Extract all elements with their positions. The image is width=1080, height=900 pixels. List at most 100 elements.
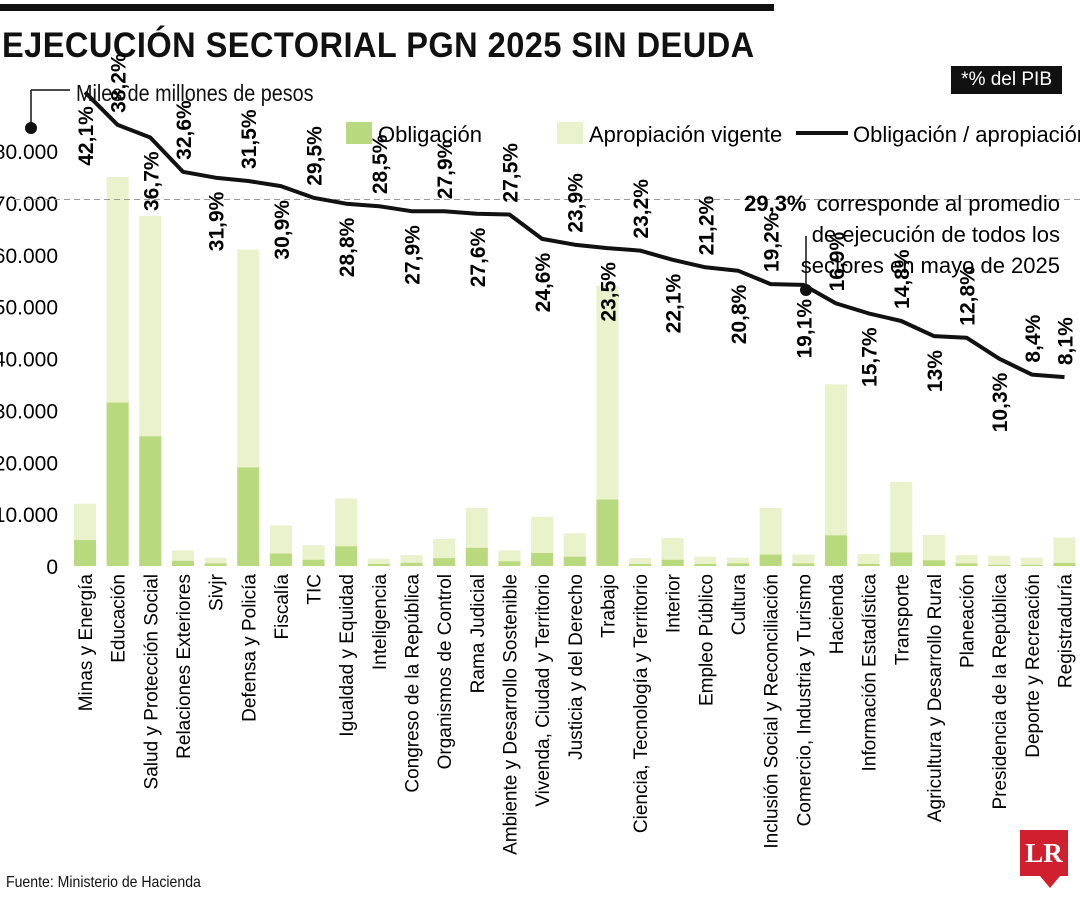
y-axis: 0 10.000 20.000 30.000 40.000 50.000 60.000 70.… [0, 141, 58, 579]
bar-apropiacion [629, 558, 652, 566]
bar-obligacion [759, 554, 782, 566]
x-category-label: Igualdad y Equidad [337, 574, 358, 737]
ratio-label: 13% [924, 350, 947, 392]
y-tick-label: 10.000 [0, 504, 58, 527]
ratio-label: 14,8% [891, 249, 914, 309]
lr-logo-text: LR [1025, 838, 1063, 868]
y-tick-label: 30.000 [0, 400, 58, 423]
x-category-label: Educación [109, 574, 130, 663]
ratio-label: 27,9% [434, 139, 457, 199]
ratio-label: 23,2% [630, 179, 653, 239]
x-category-label: Inclusión Social y Reconciliación [762, 574, 783, 849]
x-category-label: Sivjr [207, 573, 228, 611]
bar-obligacion [302, 559, 325, 566]
x-category-label: Presidencia de la República [990, 574, 1011, 810]
bar-apropiacion [955, 555, 978, 566]
ratio-label: 24,6% [532, 253, 555, 313]
bar-obligacion [824, 535, 847, 566]
ratio-label: 19,2% [761, 212, 784, 272]
x-category-label: Ambiente y Desarrollo Sostenible [500, 574, 521, 855]
lr-logo: LR [1020, 830, 1068, 888]
x-category-label: Defensa y Policía [239, 574, 260, 722]
bar-apropiacion [759, 507, 782, 566]
annotation-line3: sectores en mayo de 2025 [801, 253, 1060, 278]
bar-apropiacion [792, 554, 815, 566]
bar-obligacion [857, 563, 880, 566]
bar-obligacion [204, 563, 227, 566]
x-category-label: Registraduría [1056, 574, 1077, 688]
x-category-label: Planeación [958, 574, 979, 668]
x-category-label: Empleo Público [696, 574, 717, 706]
x-category-label: Relaciones Exteriores [174, 574, 195, 759]
x-category-label: Congreso de la República [403, 574, 424, 793]
x-category-label: Fiscalía [272, 574, 293, 640]
ratio-label: 23,9% [565, 173, 588, 233]
x-category-label: Cultura [729, 574, 750, 636]
x-axis-labels: Minas y Energía Educación Salud y Protecci… [76, 573, 1077, 855]
ratio-label: 16,9% [826, 232, 849, 292]
bar-apropiacion [661, 537, 684, 566]
top-rule [0, 4, 774, 11]
bar-apropiacion [890, 481, 913, 566]
x-category-label: Rama Judicial [468, 574, 489, 693]
bar-obligacion [955, 563, 978, 566]
x-category-label: Vivenda, Ciudad y Territorio [533, 574, 554, 807]
x-category-label: Ciencia, Tecnología y Territorio [631, 574, 652, 833]
ratio-label: 36,7% [140, 151, 163, 211]
x-category-label: Salud y Protección Social [141, 574, 162, 789]
bar-obligacion [367, 563, 390, 566]
x-category-label: TIC [305, 574, 326, 605]
x-category-label: Minas y Energía [76, 574, 97, 712]
ratio-label: 31,9% [206, 191, 229, 251]
pib-badge: *% del PIB [951, 66, 1062, 94]
ratio-label: 23,5% [597, 262, 620, 322]
bar-obligacion [1053, 562, 1076, 566]
ratio-label: 42,1% [75, 106, 98, 166]
bar-obligacion [727, 563, 749, 566]
x-category-label: Agricultura y Desarrollo Rural [925, 574, 946, 822]
bar-obligacion [629, 563, 652, 566]
lr-logo-tail [1040, 876, 1060, 888]
ratio-label: 27,9% [402, 225, 425, 285]
annotation-value: 29,3% [744, 191, 806, 216]
bar-obligacion [922, 560, 945, 566]
legend-swatch-obligacion [346, 122, 372, 144]
ratio-label: 19,1% [793, 299, 816, 359]
bar-obligacion [531, 553, 554, 566]
ratio-label: 30,9% [271, 200, 294, 260]
ratio-label: 12,8% [957, 266, 980, 326]
y-tick-label: 60.000 [0, 245, 58, 268]
x-category-label: Organismos de Control [435, 574, 456, 769]
y-tick-label: 70.000 [0, 193, 58, 216]
bar-obligacion [792, 563, 815, 566]
ratio-labels: 42,1% 38,2% 36,7% 32,6% 31,9% 31,5% 30,9% 29,5%… [75, 53, 1078, 432]
bar-obligacion [498, 561, 521, 566]
legend-label-apropiacion: Apropiación vigente [589, 122, 782, 147]
bar-apropiacion [824, 384, 847, 566]
legend: Obligación Apropiación vigente Obligació… [346, 122, 1080, 147]
ratio-label: 15,7% [859, 327, 882, 387]
unit-pointer [25, 89, 70, 134]
x-category-label: Hacienda [827, 574, 848, 655]
bar-obligacion [596, 499, 619, 566]
bar-apropiacion [727, 557, 749, 566]
bar-apropiacion [1053, 537, 1076, 566]
bar-obligacion [890, 552, 913, 566]
x-category-label: Inteligencia [370, 574, 391, 671]
y-tick-label: 20.000 [0, 452, 58, 475]
bar-obligacion [1020, 564, 1043, 566]
bar-obligacion [661, 559, 684, 566]
x-category-label: Interior [664, 573, 685, 633]
bar-obligacion [400, 562, 423, 566]
bar-obligacion [465, 547, 488, 566]
ratio-label: 8,4% [1022, 314, 1045, 362]
ratio-label: 22,1% [663, 273, 686, 333]
bar-obligacion [74, 540, 96, 566]
ratio-label: 10,3% [989, 372, 1012, 432]
bar-apropiacion [988, 555, 1011, 566]
ratio-label: 38,2% [108, 53, 131, 113]
x-category-label: Deporte y Recreación [1023, 574, 1044, 758]
ratio-label: 27,6% [467, 227, 490, 287]
bar-apropiacion [1020, 557, 1043, 566]
legend-swatch-apropiacion [557, 122, 583, 144]
